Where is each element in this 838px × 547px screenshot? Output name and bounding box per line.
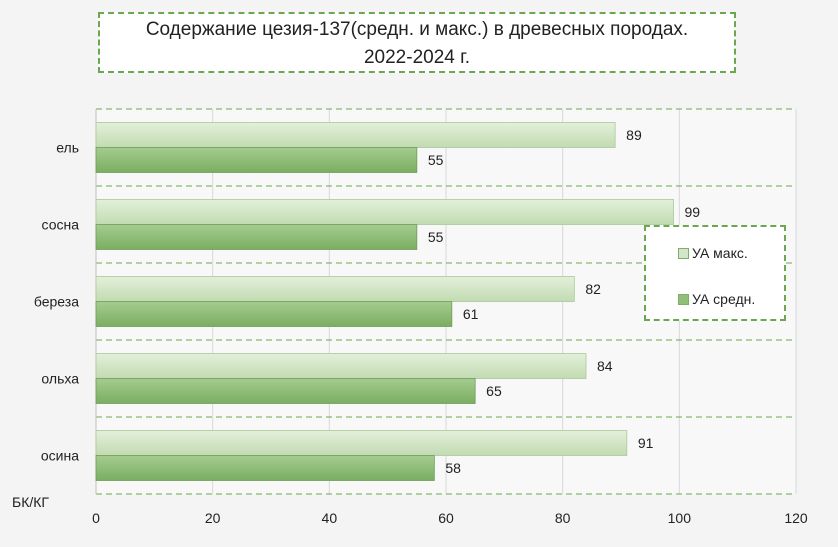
data-label-max-0: 89	[626, 127, 642, 143]
data-label-max-3: 84	[597, 358, 613, 374]
data-label-max-1: 99	[685, 204, 701, 220]
bar-avg-1	[95, 224, 418, 250]
x-tick-label-60: 60	[438, 510, 454, 526]
bar-max-2	[95, 276, 575, 302]
bar-max-1	[95, 199, 674, 225]
data-label-avg-4: 58	[445, 460, 461, 476]
data-label-max-2: 82	[585, 281, 601, 297]
legend-label-avg: УА средн.	[692, 291, 756, 307]
legend-label-max: УА макс.	[692, 245, 748, 261]
bar-max-3	[95, 353, 587, 379]
bar-max-0	[95, 122, 616, 148]
axis-unit-label: БК/КГ	[12, 494, 49, 510]
bar-avg-2	[95, 301, 453, 327]
data-label-avg-1: 55	[428, 229, 444, 245]
x-tick-label-80: 80	[555, 510, 571, 526]
data-label-avg-3: 65	[486, 383, 502, 399]
bar-max-4	[95, 430, 628, 456]
data-label-max-4: 91	[638, 435, 654, 451]
x-tick-label-120: 120	[784, 510, 808, 526]
category-label-2: береза	[34, 294, 79, 310]
category-label-3: ольха	[41, 371, 79, 387]
bar-avg-3	[95, 378, 476, 404]
bar-avg-4	[95, 455, 435, 481]
data-label-avg-0: 55	[428, 152, 444, 168]
x-tick-label-40: 40	[322, 510, 338, 526]
chart-title-line-1: Содержание цезия-137(средн. и макс.) в д…	[145, 19, 689, 40]
category-label-0: ель	[56, 140, 79, 156]
legend-swatch-max	[678, 248, 689, 259]
chart-title-line-2: 2022-2024 г.	[363, 47, 471, 68]
legend-swatch-avg	[678, 294, 689, 305]
legend: УА макс. УА средн.	[644, 225, 786, 321]
data-label-avg-2: 61	[463, 306, 479, 322]
x-tick-label-100: 100	[668, 510, 692, 526]
category-label-4: осина	[41, 448, 79, 464]
x-tick-label-0: 0	[92, 510, 100, 526]
category-label-1: сосна	[42, 217, 80, 233]
x-tick-label-20: 20	[205, 510, 221, 526]
chart-title: Содержание цезия-137(средн. и макс.) в д…	[98, 12, 736, 73]
bar-avg-0	[95, 147, 418, 173]
